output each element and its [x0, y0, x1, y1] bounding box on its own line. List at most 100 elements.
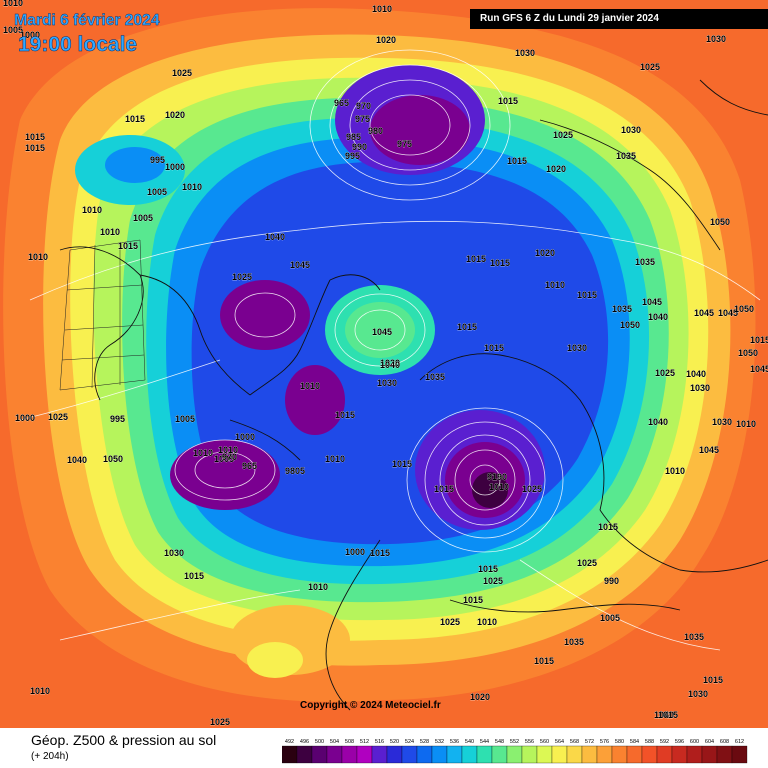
pressure-label: 1025: [483, 576, 503, 586]
pressure-label: 1035: [635, 257, 655, 267]
pressure-label: 1040: [648, 417, 668, 427]
pressure-label: 1000: [235, 432, 255, 442]
pressure-label: 1015: [118, 241, 138, 251]
legend-color-swatch: [416, 745, 433, 764]
legend-color-swatch: [506, 745, 523, 764]
legend-tick-label: 544: [480, 739, 489, 745]
pressure-label: 1020: [546, 164, 566, 174]
pressure-label: 995: [150, 155, 165, 165]
legend-color-swatch: [656, 745, 673, 764]
legend-tick-label: 504: [330, 739, 339, 745]
low-siberia-core-center: [472, 472, 508, 508]
legend-tick-label: 492: [285, 739, 294, 745]
legend-color-swatch: [371, 745, 388, 764]
pressure-label: 1030: [621, 125, 641, 135]
model-run-banner: Run GFS 6 Z du Lundi 29 janvier 2024: [470, 9, 768, 29]
legend-color-swatch: [641, 745, 658, 764]
pressure-label: 1050: [710, 217, 730, 227]
legend-color-swatch: [282, 745, 298, 764]
legend-tick-label: 540: [465, 739, 474, 745]
pressure-label: 1015: [434, 484, 454, 494]
legend-tick-label: 520: [390, 739, 399, 745]
pressure-label: 980: [368, 126, 383, 136]
pressure-label: 1010: [30, 686, 50, 696]
legend-color-swatch: [401, 745, 418, 764]
legend-tick-label: 576: [600, 739, 609, 745]
pressure-label: 1015: [498, 96, 518, 106]
pressure-label: 1015: [370, 548, 390, 558]
pressure-label: 1010: [82, 205, 102, 215]
pressure-label: 1025: [577, 558, 597, 568]
pressure-label: 1005: [147, 187, 167, 197]
legend-tick-label: 600: [690, 739, 699, 745]
pressure-label: 1010: [100, 227, 120, 237]
pressure-label: 975: [397, 139, 412, 149]
pressure-label: 995: [345, 151, 360, 161]
legend-tick-label: 548: [495, 739, 504, 745]
pressure-label: 1015: [750, 335, 768, 345]
pressure-label: 1030: [688, 689, 708, 699]
legend-tick-label: 536: [450, 739, 459, 745]
pressure-label: 1040: [654, 710, 674, 720]
legend-tick-label: 608: [720, 739, 729, 745]
pressure-label: 1035: [425, 372, 445, 382]
pressure-label: 1010: [477, 617, 497, 627]
legend-tick-label: 584: [630, 739, 639, 745]
pressure-label: 1025: [210, 717, 230, 727]
legend-color-swatch: [536, 745, 553, 764]
pressure-label: 1010: [308, 582, 328, 592]
pressure-label: 1035: [564, 637, 584, 647]
pressure-label: 1040: [648, 312, 668, 322]
pressure-label: 1015: [478, 564, 498, 574]
pressure-label: 1015: [507, 156, 527, 166]
pressure-label: 1010: [182, 182, 202, 192]
pressure-label: 1010: [545, 280, 565, 290]
legend-tick-label: 524: [405, 739, 414, 745]
legend-tick-label: 500: [315, 739, 324, 745]
pressure-label: 1035: [684, 632, 704, 642]
pressure-label: 1030: [164, 548, 184, 558]
pressure-label: 1020: [535, 248, 555, 258]
pressure-label: 1000: [20, 30, 40, 40]
legend-tick-label: 592: [660, 739, 669, 745]
pressure-label: 1015: [490, 258, 510, 268]
pressure-label: 1020: [380, 358, 400, 368]
legend-color-swatch: [326, 745, 343, 764]
legend-tick-label: 516: [375, 739, 384, 745]
pressure-label: 1000: [165, 162, 185, 172]
pressure-label: 970: [356, 101, 371, 111]
pressure-label: 1000: [345, 547, 365, 557]
pressure-label: 1025: [232, 272, 252, 282]
legend-tick-label: 580: [615, 739, 624, 745]
pressure-label: 1010: [28, 252, 48, 262]
pressure-label: 1005: [3, 25, 23, 35]
legend-tick-label: 508: [345, 739, 354, 745]
legend-color-swatch: [431, 745, 448, 764]
color-scale-legend: 492 496 500 504 508 512 516 520 524 528 532 536 540 5…: [282, 739, 748, 764]
pressure-label: 1010: [372, 4, 392, 14]
legend-color-swatch: [566, 745, 583, 764]
pressure-label: 1040: [380, 360, 400, 370]
legend-tick-label: 596: [675, 739, 684, 745]
pressure-label: 1045: [699, 445, 719, 455]
legend-color-swatch: [446, 745, 463, 764]
legend-color-swatch: [491, 745, 508, 764]
pressure-label: 965: [242, 461, 257, 471]
pressure-label: 1010: [325, 454, 345, 464]
legend-tick-label: 512: [360, 739, 369, 745]
pressure-label: 1025: [172, 68, 192, 78]
legend-tick-label: 560: [540, 739, 549, 745]
copyright-notice: Copyright © 2024 Meteociel.fr: [300, 700, 441, 711]
legend-color-swatch: [311, 745, 328, 764]
pressure-label: 1010: [3, 0, 23, 8]
pressure-label: 985: [346, 132, 361, 142]
legend-color-swatch: [671, 745, 688, 764]
pressure-label: 970: [222, 452, 237, 462]
pressure-label: 1015: [534, 656, 554, 666]
legend-color-swatch: [551, 745, 568, 764]
legend-color-swatch: [341, 745, 358, 764]
legend-color-swatch: [701, 745, 718, 764]
pressure-label: 1045: [694, 308, 714, 318]
pressure-label: 1015: [577, 290, 597, 300]
